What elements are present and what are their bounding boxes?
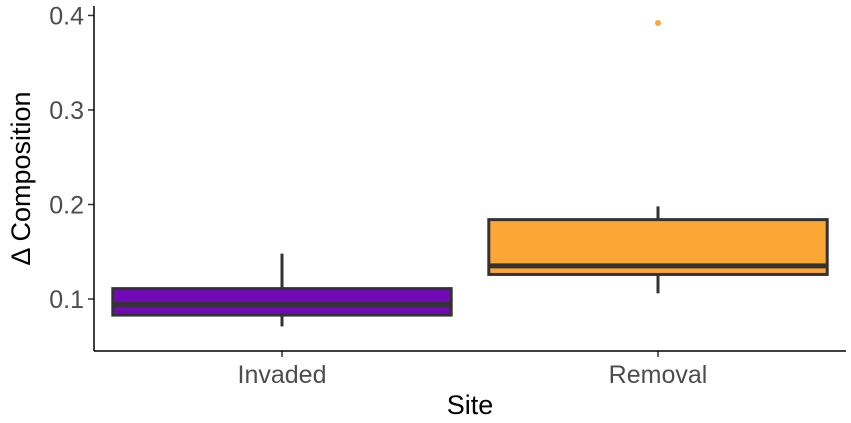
plot-marks (111, 20, 829, 327)
y-axis-title: Δ Composition (6, 91, 36, 265)
y-tick-label: 0.1 (49, 286, 84, 314)
x-tick-label: Removal (609, 361, 708, 389)
y-tick-label: 0.3 (49, 97, 84, 125)
iqr-box (111, 287, 453, 317)
x-tick-label: Invaded (238, 361, 327, 389)
x-axis-ticks: Invaded Removal (238, 351, 708, 389)
x-axis-title: Site (447, 390, 494, 420)
outlier-point (655, 20, 661, 27)
y-tick-label: 0.4 (49, 2, 84, 30)
box-removal (487, 20, 829, 294)
box-invaded (111, 253, 453, 327)
y-axis-ticks: 0.1 0.2 0.3 0.4 (49, 2, 94, 314)
y-tick-label: 0.2 (49, 191, 84, 219)
